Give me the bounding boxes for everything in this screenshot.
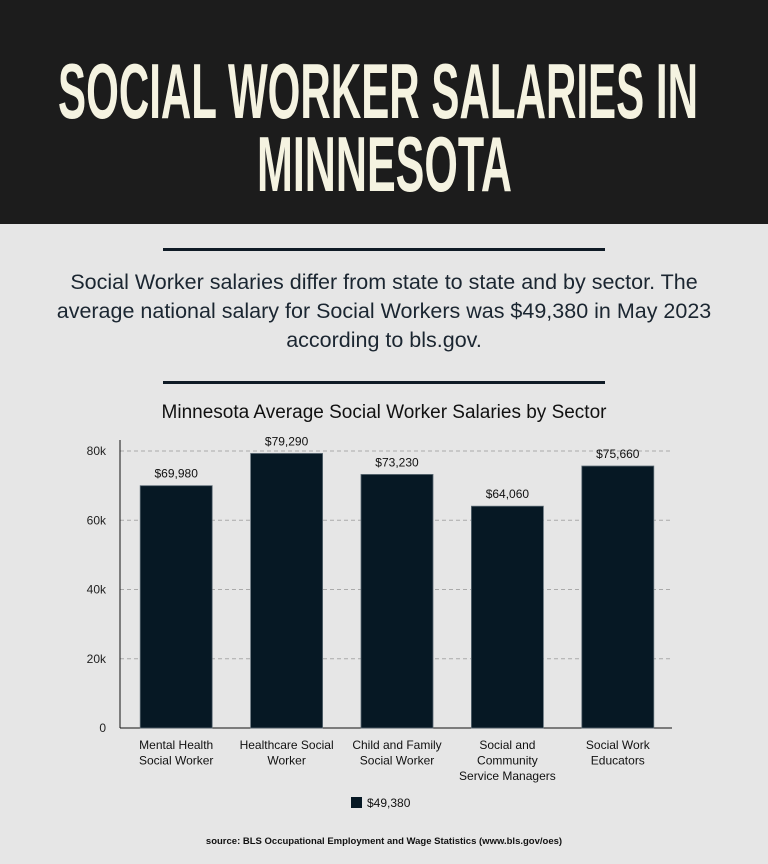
data-label: $64,060 bbox=[486, 487, 530, 501]
x-tick-label: Social Worker bbox=[360, 754, 434, 768]
legend-swatch bbox=[351, 797, 362, 808]
bar bbox=[139, 485, 213, 729]
intro-text: Social Worker salaries differ from state… bbox=[56, 270, 712, 352]
title-svg: SOCIAL WORKER SALARIES IN MINNESOTA bbox=[58, 47, 698, 208]
x-tick-label: Healthcare Social bbox=[240, 738, 334, 752]
x-tick-label: Educators bbox=[591, 754, 645, 768]
y-tick-label: 80k bbox=[87, 444, 107, 458]
x-tick-label: Child and Family bbox=[352, 738, 441, 752]
x-tick-label: Service Managers bbox=[459, 769, 556, 783]
x-tick-label: Worker bbox=[267, 754, 305, 768]
x-tick-label: Social Work bbox=[586, 738, 651, 752]
divider-top bbox=[163, 248, 605, 251]
page-title-line-2: MINNESOTA bbox=[257, 120, 512, 208]
source-note: source: BLS Occupational Employment and … bbox=[205, 836, 563, 847]
y-tick-label: 60k bbox=[87, 513, 107, 527]
bar bbox=[360, 474, 434, 729]
y-tick-label: 0 bbox=[99, 721, 106, 735]
x-tick-label: Social Worker bbox=[139, 754, 213, 768]
chart-title: Minnesota Average Social Worker Salaries… bbox=[162, 402, 608, 423]
data-label: $69,980 bbox=[155, 467, 199, 481]
data-label: $73,230 bbox=[375, 455, 419, 469]
data-label: $79,290 bbox=[265, 434, 309, 448]
y-tick-label: 40k bbox=[87, 583, 107, 597]
bar bbox=[250, 453, 324, 729]
x-tick-label: Mental Health bbox=[139, 738, 213, 752]
header: SOCIAL WORKER SALARIES IN MINNESOTA bbox=[0, 0, 768, 224]
divider-bottom bbox=[163, 381, 605, 384]
data-label: $75,660 bbox=[596, 447, 640, 461]
bar bbox=[470, 505, 544, 729]
x-tick-label: Community bbox=[477, 754, 538, 768]
legend-label: $49,380 bbox=[367, 796, 411, 810]
page-title-line-1: SOCIAL WORKER SALARIES IN bbox=[58, 47, 698, 135]
x-tick-label: Social and bbox=[479, 738, 535, 752]
bar bbox=[581, 465, 655, 729]
y-tick-label: 20k bbox=[87, 652, 107, 666]
